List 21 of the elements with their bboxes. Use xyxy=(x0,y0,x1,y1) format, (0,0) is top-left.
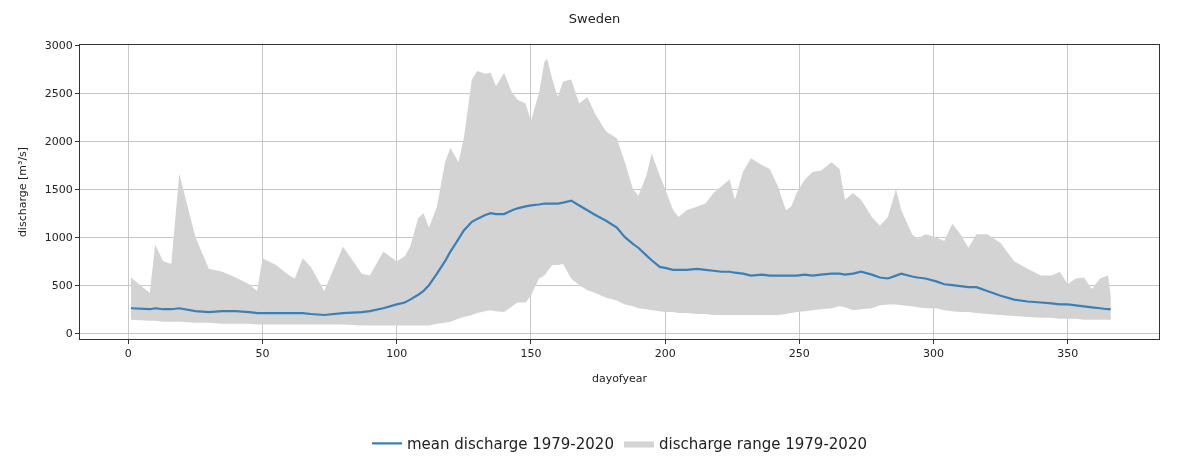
y-tick-label: 2500 xyxy=(44,86,73,100)
legend-label: mean discharge 1979-2020 xyxy=(407,435,614,454)
y-tick-label: 1500 xyxy=(44,182,73,196)
x-tick-label: 50 xyxy=(255,347,270,361)
y-tick-label: 3000 xyxy=(44,38,73,52)
legend-label: discharge range 1979-2020 xyxy=(658,435,867,454)
x-tick-label: 300 xyxy=(923,347,945,361)
x-tick-label: 0 xyxy=(124,347,132,361)
y-tick-label: 1000 xyxy=(44,231,73,245)
y-tick-label: 2000 xyxy=(44,134,73,148)
x-tick-label: 250 xyxy=(788,347,810,361)
x-tick-label: 200 xyxy=(654,347,676,361)
y-tick-label: 500 xyxy=(51,279,73,293)
x-tick-label: 150 xyxy=(520,347,542,361)
x-tick-label: 100 xyxy=(386,347,408,361)
x-tick-label: 350 xyxy=(1057,347,1079,361)
x-axis-title: dayofyear xyxy=(591,372,648,386)
y-axis-title: discharge [m³/s] xyxy=(16,146,30,238)
chart-title: Sweden xyxy=(568,11,621,27)
y-tick-label: 0 xyxy=(65,327,73,341)
line-series xyxy=(129,199,1112,317)
